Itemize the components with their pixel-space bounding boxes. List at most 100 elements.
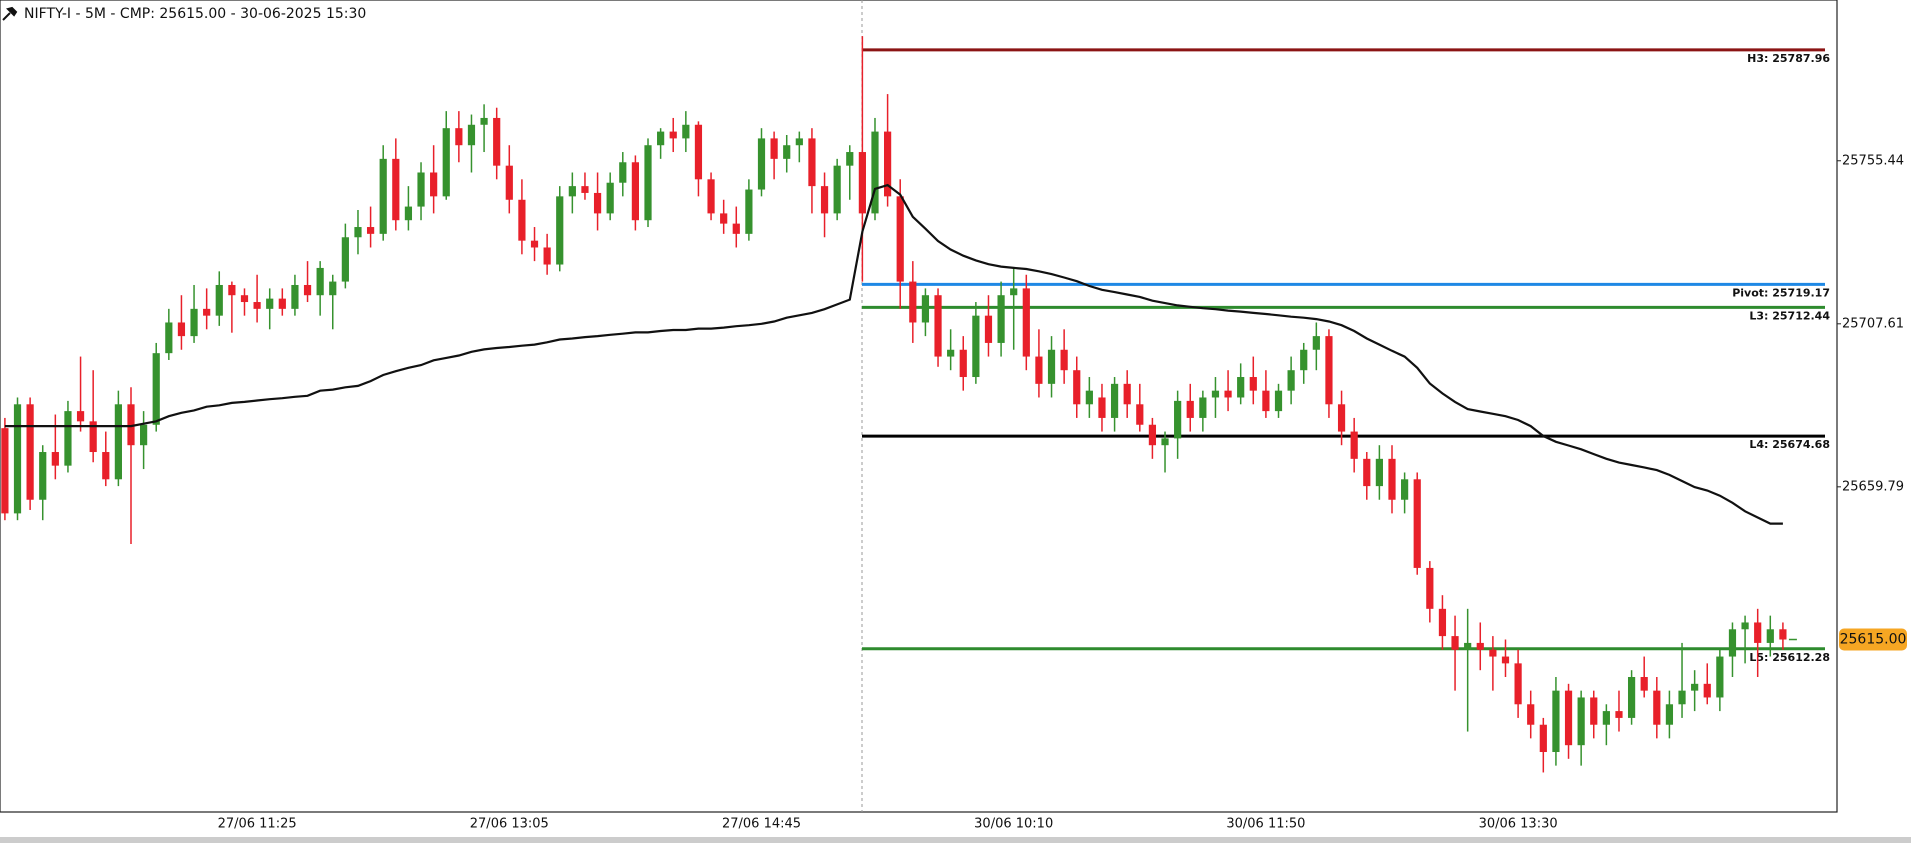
candle-body: [530, 240, 539, 248]
candle-body: [152, 353, 160, 425]
candle-body: [1741, 622, 1749, 630]
candle-body: [1527, 704, 1535, 725]
candle-body: [896, 196, 904, 282]
candle-body: [303, 284, 312, 296]
candle-body: [1375, 458, 1383, 487]
candle-body: [1136, 404, 1144, 425]
candle-body: [114, 404, 122, 480]
candle-body: [1249, 377, 1257, 391]
candle-body: [215, 284, 223, 316]
candle-body: [1754, 622, 1762, 643]
candle-body: [64, 411, 72, 466]
candle-body: [631, 162, 639, 221]
x-tick-label: 30/06 11:50: [1226, 817, 1305, 832]
candle-body: [1325, 336, 1333, 405]
candle-body: [1640, 677, 1648, 691]
candle-body: [1224, 390, 1232, 398]
x-tick-label: 27/06 13:05: [470, 817, 549, 832]
candle-body: [1186, 400, 1194, 418]
candle-body: [354, 227, 362, 238]
candle-body: [959, 349, 967, 378]
candle-body: [1300, 349, 1308, 371]
candle-body: [89, 421, 97, 453]
level-label: L3: 25712.44: [1749, 309, 1830, 322]
candle-body: [240, 295, 249, 303]
candle-body: [467, 124, 476, 146]
candle-body: [1148, 424, 1157, 446]
candle-body: [1476, 642, 1484, 650]
last-price-tag: [1839, 628, 1907, 651]
level-label: L4: 25674.68: [1749, 438, 1830, 451]
candle-body: [783, 145, 791, 159]
candle-body: [1464, 642, 1472, 650]
candle-body: [341, 237, 349, 282]
candle-body: [1703, 683, 1711, 698]
candle-body: [379, 158, 387, 234]
candle-body: [884, 131, 892, 197]
candle-body: [1161, 438, 1169, 446]
candle-body: [1363, 458, 1371, 487]
candle-body: [1564, 690, 1573, 746]
candle-body: [556, 196, 564, 265]
candle-body: [1174, 400, 1182, 439]
candle-body: [1237, 377, 1245, 398]
candle-body: [1047, 349, 1056, 384]
y-tick-label: 25659.79: [1842, 479, 1904, 494]
candle-body: [1615, 711, 1623, 718]
x-tick-label: 30/06 13:30: [1479, 817, 1558, 832]
candle-body: [1590, 697, 1598, 725]
candle-body: [1539, 724, 1547, 753]
y-tick-label: 25755.44: [1842, 153, 1904, 168]
candle-body: [732, 223, 740, 234]
candle-body: [13, 404, 22, 514]
candle-body: [392, 158, 400, 221]
candle-body: [228, 284, 236, 296]
candle-body: [177, 322, 186, 337]
last-price-label: 25615.00: [1840, 632, 1907, 648]
candle-body: [1413, 479, 1421, 568]
candle-body: [1060, 349, 1068, 371]
candle-body: [51, 452, 59, 466]
candle-body: [1199, 397, 1207, 418]
candle-body: [1438, 608, 1447, 637]
candle-body: [1123, 383, 1131, 405]
candle-body: [657, 131, 665, 146]
candle-body: [606, 182, 614, 214]
candle-body: [316, 267, 324, 296]
candle-body: [1388, 458, 1396, 500]
candle-body: [1274, 390, 1283, 412]
candle-body: [1602, 711, 1610, 725]
candle-body: [1262, 390, 1270, 412]
candle-body: [1691, 683, 1699, 691]
candle-body: [1514, 663, 1522, 705]
candle-body: [1766, 629, 1774, 643]
candle-body: [366, 227, 375, 234]
candle-body: [26, 404, 34, 500]
candle-body: [770, 138, 778, 159]
candle-body: [720, 213, 728, 224]
level-label: H3: 25787.96: [1747, 52, 1830, 65]
candle-body: [404, 206, 413, 221]
candle-body: [1501, 656, 1510, 664]
candle-body: [921, 295, 930, 323]
candle-body: [1110, 383, 1119, 418]
candle-body: [1401, 479, 1409, 500]
candle-body: [1, 428, 9, 514]
candle-body: [909, 281, 917, 323]
candle-body: [140, 424, 148, 446]
candle-body: [833, 165, 841, 214]
candle-body: [543, 247, 551, 265]
candle-body: [972, 315, 980, 378]
candle-body: [846, 152, 854, 166]
candle-body: [934, 295, 942, 357]
candle-body: [1073, 370, 1081, 405]
candle-body: [757, 138, 766, 190]
level-label: L5: 25612.28: [1749, 651, 1830, 664]
candle-body: [947, 349, 955, 357]
candle-body: [455, 128, 463, 146]
candle-body: [808, 138, 816, 187]
candle-body: [745, 189, 753, 234]
candle-body: [39, 452, 47, 500]
candle-body: [820, 186, 829, 214]
candle-body: [442, 128, 450, 197]
